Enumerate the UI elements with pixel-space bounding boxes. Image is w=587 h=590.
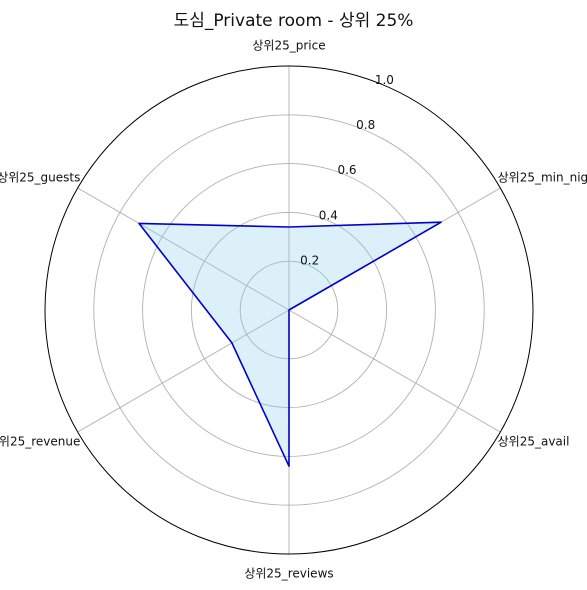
spoke-4 — [77, 309, 290, 433]
chart-title: 도심_Private room - 상위 25% — [173, 11, 414, 31]
label-layer: 상위25_price 상위25_min_nights 상위25_avail 상위25_… — [0, 39, 587, 581]
series-fill — [139, 222, 442, 467]
tick-label-0: 0.2 — [300, 253, 319, 267]
spoke-5 — [77, 187, 290, 311]
axis-label-4: 상위25_revenue — [0, 435, 80, 449]
axis-label-5: 상위25_guests — [0, 171, 80, 185]
axis-label-2: 상위25_avail — [498, 435, 570, 449]
axis-label-3: 상위25_reviews — [244, 567, 333, 581]
axis-label-1: 상위25_min_nights — [498, 171, 587, 185]
spoke-2 — [288, 309, 501, 433]
outer-frame — [44, 65, 534, 555]
tick-label-2: 0.6 — [337, 163, 356, 177]
tick-layer: 0.2 0.4 0.6 0.8 1.0 — [300, 73, 394, 267]
frame-layer — [44, 65, 534, 555]
tick-label-4: 1.0 — [375, 73, 394, 87]
series-layer — [138, 221, 442, 468]
axis-label-0: 상위25_price — [252, 39, 325, 53]
tick-label-1: 0.4 — [319, 208, 338, 222]
tick-label-3: 0.8 — [356, 118, 375, 132]
